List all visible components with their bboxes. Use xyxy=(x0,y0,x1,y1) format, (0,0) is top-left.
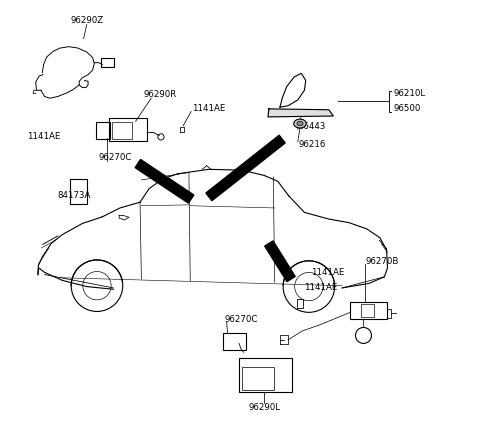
Bar xyxy=(96,122,110,139)
Bar xyxy=(361,304,374,317)
Polygon shape xyxy=(206,135,285,201)
Bar xyxy=(239,358,291,392)
Ellipse shape xyxy=(297,121,303,126)
Text: 1141AE: 1141AE xyxy=(304,283,338,292)
Text: 96500: 96500 xyxy=(393,105,420,114)
Text: 1141AE: 1141AE xyxy=(192,105,226,114)
Text: 96290R: 96290R xyxy=(144,90,177,99)
Text: 96216: 96216 xyxy=(299,140,326,149)
Text: 96270C: 96270C xyxy=(99,153,132,162)
Text: 96290L: 96290L xyxy=(249,403,280,412)
Text: 96290Z: 96290Z xyxy=(70,16,103,25)
Bar xyxy=(112,122,132,139)
Bar xyxy=(70,179,87,203)
Bar xyxy=(109,118,147,141)
Text: 96270C: 96270C xyxy=(225,315,258,324)
Bar xyxy=(101,58,114,67)
Text: 96210L: 96210L xyxy=(393,89,425,98)
Text: 1141AE: 1141AE xyxy=(27,132,60,141)
Bar xyxy=(242,367,274,390)
Polygon shape xyxy=(268,109,333,117)
Text: 84173A: 84173A xyxy=(58,191,91,200)
Polygon shape xyxy=(280,73,306,107)
Bar xyxy=(223,333,246,350)
Ellipse shape xyxy=(294,119,306,128)
Bar xyxy=(350,302,386,319)
Polygon shape xyxy=(135,160,194,203)
Text: 96270B: 96270B xyxy=(365,257,399,266)
Text: 96443: 96443 xyxy=(299,122,326,131)
Text: 1141AE: 1141AE xyxy=(311,268,345,277)
Polygon shape xyxy=(265,241,295,282)
